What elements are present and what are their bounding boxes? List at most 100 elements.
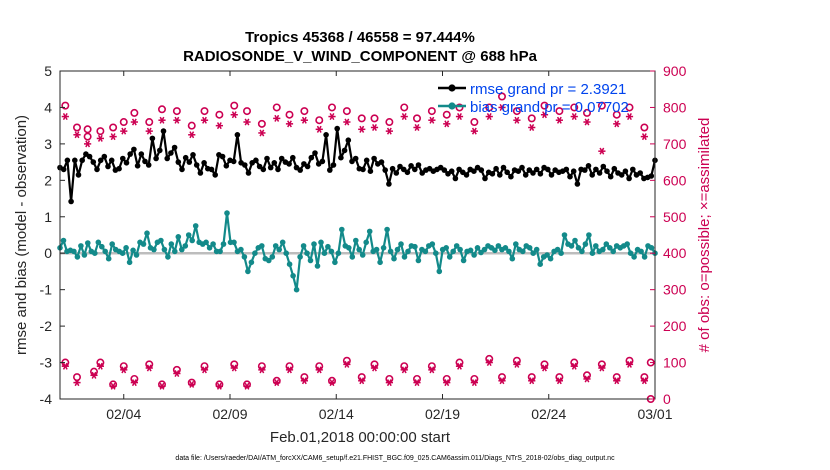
- bias-point-111: [443, 245, 450, 251]
- bias-point-158: [607, 245, 613, 251]
- obs-assimilated-marker-72: [555, 116, 563, 124]
- obs-possible-marker-33: [272, 103, 281, 112]
- bias-point-8: [85, 240, 91, 246]
- rmse-point-6: [79, 157, 85, 164]
- bias-point-126: [495, 243, 502, 249]
- rmse-point-47: [230, 158, 237, 165]
- bias-point-42: [203, 239, 209, 246]
- bias-point-18: [119, 250, 126, 256]
- x-tick-label-1: 02/09: [212, 406, 247, 422]
- obs-possible-marker-4: [83, 132, 92, 141]
- y-right-tick-label-4: 400: [663, 245, 687, 261]
- obs-possible-marker-5: [83, 125, 92, 134]
- obs-assimilated-marker-57: [443, 379, 451, 387]
- obs-assimilated-marker-25: [215, 382, 223, 390]
- rmse-point-122: [508, 173, 514, 180]
- rmse-point-68: [308, 154, 315, 161]
- obs-possible-marker-25: [215, 110, 224, 119]
- rmse-point-130: [537, 171, 544, 177]
- rmse-point-32: [175, 159, 182, 165]
- rmse-point-160: [648, 173, 655, 179]
- bias-point-30: [161, 246, 168, 253]
- rmse-point-25: [149, 135, 156, 142]
- bias-point-99: [401, 254, 408, 260]
- bias-point-164: [627, 250, 634, 256]
- rmse-point-9: [90, 159, 97, 165]
- rmse-point-84: [367, 168, 374, 174]
- obs-assimilated-marker-26: [230, 111, 238, 119]
- rmse-point-124: [515, 168, 522, 174]
- bias-point-138: [537, 261, 543, 268]
- rmse-point-107: [452, 175, 459, 182]
- obs-assimilated-marker-7: [96, 362, 104, 370]
- x-tick-label-3: 02/19: [425, 406, 460, 422]
- rmse-point-75: [334, 125, 341, 132]
- bias-point-105: [422, 248, 429, 255]
- bias-point-70: [300, 243, 307, 249]
- bias-point-81: [339, 226, 345, 233]
- rmse-point-48: [234, 132, 241, 138]
- bias-point-21: [130, 247, 136, 254]
- y-right-tick-label-9: 900: [663, 63, 687, 79]
- legend: rmse grand pr = 2.3921 bias grand pr = 0…: [438, 81, 629, 116]
- rmse-point-5: [75, 172, 82, 178]
- bias-point-113: [450, 248, 457, 255]
- bias-point-33: [172, 248, 178, 255]
- obs-assimilated-marker-47: [370, 364, 379, 372]
- obs-assimilated-marker-31: [258, 366, 266, 374]
- rmse-point-60: [278, 155, 285, 162]
- obs-assimilated-marker-59: [455, 362, 464, 370]
- rmse-point-36: [190, 152, 196, 158]
- legend-bias-label: bias grand pr = 0.07702: [470, 99, 629, 116]
- legend-bias-marker: [448, 102, 456, 110]
- bias-point-58: [259, 243, 265, 249]
- x-axis-label: Feb.01,2018 00:00:00 start: [270, 429, 451, 446]
- bias-point-66: [286, 261, 293, 268]
- rmse-point-89: [386, 181, 392, 187]
- bias-point-84: [349, 254, 356, 260]
- obs-assimilated-marker-21: [188, 380, 196, 388]
- x-tick-label-2: 02/14: [319, 406, 354, 422]
- rmse-point-125: [519, 164, 525, 171]
- bias-point-11: [95, 239, 102, 246]
- bias-point-165: [631, 254, 637, 260]
- obs-possible-marker-39: [315, 116, 324, 125]
- obs-assimilated-marker-62: [485, 113, 493, 121]
- rmse-point-4: [72, 157, 78, 164]
- obs-possible-marker-23: [200, 107, 209, 116]
- obs-assimilated-marker-14: [145, 127, 153, 135]
- rmse-point-120: [500, 164, 507, 171]
- obs-possible-marker-49: [385, 118, 394, 127]
- bias-point-47: [220, 241, 227, 247]
- obs-possible-marker-15: [145, 118, 154, 127]
- rmse-point-149: [607, 173, 614, 180]
- y-axis-right-label: # of obs: o=possible; ×=assimilated: [696, 118, 713, 353]
- bias-point-133: [520, 248, 526, 255]
- rmse-point-29: [164, 155, 170, 162]
- obs-assimilated-marker-12: [130, 118, 138, 126]
- obs-assimilated-marker-8: [109, 133, 117, 141]
- rmse-point-117: [489, 171, 496, 177]
- bias-point-44: [210, 241, 216, 247]
- obs-assimilated-marker-37: [300, 377, 308, 385]
- obs-assimilated-marker-10: [120, 127, 128, 135]
- y-left-tick-label-0: -4: [40, 391, 53, 407]
- bias-point-27: [151, 246, 157, 253]
- obs-possible-marker-2: [73, 123, 82, 132]
- bias-point-15: [109, 241, 115, 247]
- obs-possible-marker-3: [73, 373, 82, 382]
- bias-point-144: [558, 250, 564, 256]
- rmse-point-133: [548, 172, 555, 178]
- obs-assimilated-marker-17: [158, 382, 166, 390]
- obs-possible-marker-13: [130, 108, 139, 117]
- obs-assimilated-marker-50: [400, 113, 408, 121]
- bias-point-152: [586, 232, 592, 238]
- obs-assimilated-marker-79: [598, 364, 606, 372]
- obs-assimilated-marker-29: [243, 382, 251, 390]
- bias-point-168: [641, 254, 648, 260]
- bias-point-62: [272, 243, 279, 249]
- rmse-point-33: [179, 166, 185, 173]
- obs-possible-marker-27: [230, 101, 239, 110]
- rmse-point-24: [145, 162, 152, 168]
